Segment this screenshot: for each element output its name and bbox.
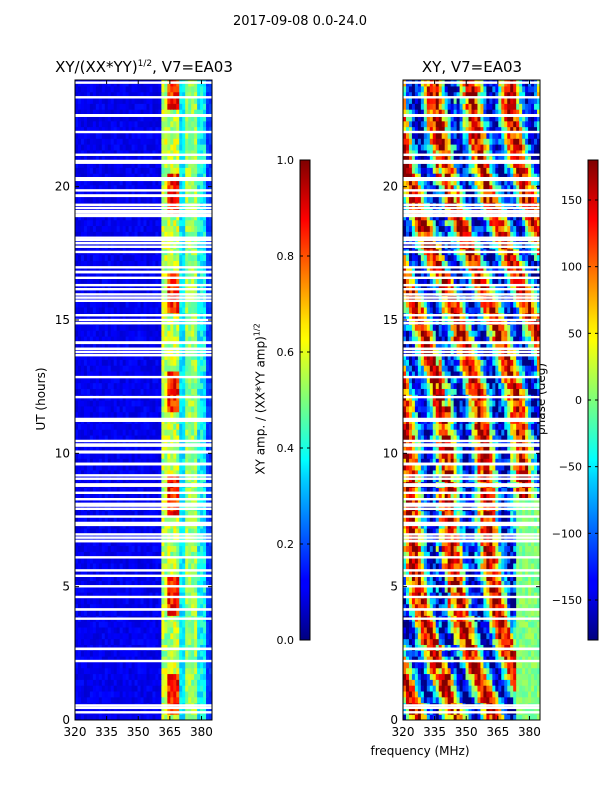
figure-title: 2017-09-08 0.0-24.0 (233, 14, 367, 29)
y-tick-label: 15 (383, 313, 398, 327)
left-title-suffix: , V7=EA03 (152, 58, 233, 76)
colorbar-tick-label: −100 (552, 527, 582, 540)
y-tick-label: 5 (390, 580, 398, 594)
x-tick-label: 335 (423, 725, 446, 739)
amp-colorbar-ticks: 0.0 0.2 0.4 0.6 0.8 1.0 (277, 154, 310, 647)
y-tick-label: 20 (55, 180, 70, 194)
colorbar-tick-label: 50 (568, 327, 582, 340)
x-tick-label: 380 (518, 725, 541, 739)
colorbar-tick-label: 0.6 (277, 346, 295, 359)
colorbar-tick-label: −50 (559, 461, 582, 474)
x-axis-label: frequency (MHz) (370, 744, 470, 758)
y-tick-label: 5 (62, 580, 70, 594)
colorbar-tick-label: 0.8 (277, 250, 295, 263)
amp-plot-frame (74, 79, 213, 721)
phase-heatmap (403, 80, 540, 720)
y-tick-label: 0 (390, 713, 398, 727)
left-title-exponent: 1/2 (137, 59, 153, 69)
amp-axis-ticks: 320 335 350 365 380 0 5 10 15 20 (55, 80, 213, 739)
phase-axis-ticks: 320 335 350 365 380 0 5 10 15 20 (383, 80, 541, 739)
x-tick-label: 320 (64, 725, 87, 739)
y-tick-label: 10 (383, 446, 398, 460)
x-tick-label: 365 (158, 725, 181, 739)
colorbar-tick-label: 150 (561, 194, 582, 207)
right-plot-title: XY, V7=EA03 (421, 58, 523, 76)
amp-heatmap (75, 80, 212, 720)
phase-plot-frame (402, 79, 541, 721)
x-tick-label: 320 (392, 725, 415, 739)
x-tick-label: 350 (455, 725, 478, 739)
colorbar-tick-label: 0.4 (277, 442, 295, 455)
left-title-main: XY/(XX*YY) (55, 58, 138, 76)
colorbar-tick-label: 0.0 (277, 634, 295, 647)
amp-colorbar (299, 159, 311, 641)
left-plot-title: XY/(XX*YY)1/2, V7=EA03 (55, 58, 233, 76)
x-tick-label: 350 (127, 725, 150, 739)
y-tick-label: 20 (383, 180, 398, 194)
y-tick-label: 0 (62, 713, 70, 727)
colorbar-tick-label: 1.0 (277, 154, 295, 167)
x-tick-label: 365 (486, 725, 509, 739)
y-tick-label: 10 (55, 446, 70, 460)
colorbar-tick-label: 0.2 (277, 538, 295, 551)
colorbar-tick-label: 100 (561, 261, 582, 274)
y-tick-label: 15 (55, 313, 70, 327)
colorbar-tick-label: −150 (552, 594, 582, 607)
x-tick-label: 335 (95, 725, 118, 739)
colorbar-tick-label: 0 (575, 394, 582, 407)
phase-colorbar-ticks: −150 −100 −50 0 50 100 150 (552, 194, 598, 607)
x-tick-label: 380 (190, 725, 213, 739)
